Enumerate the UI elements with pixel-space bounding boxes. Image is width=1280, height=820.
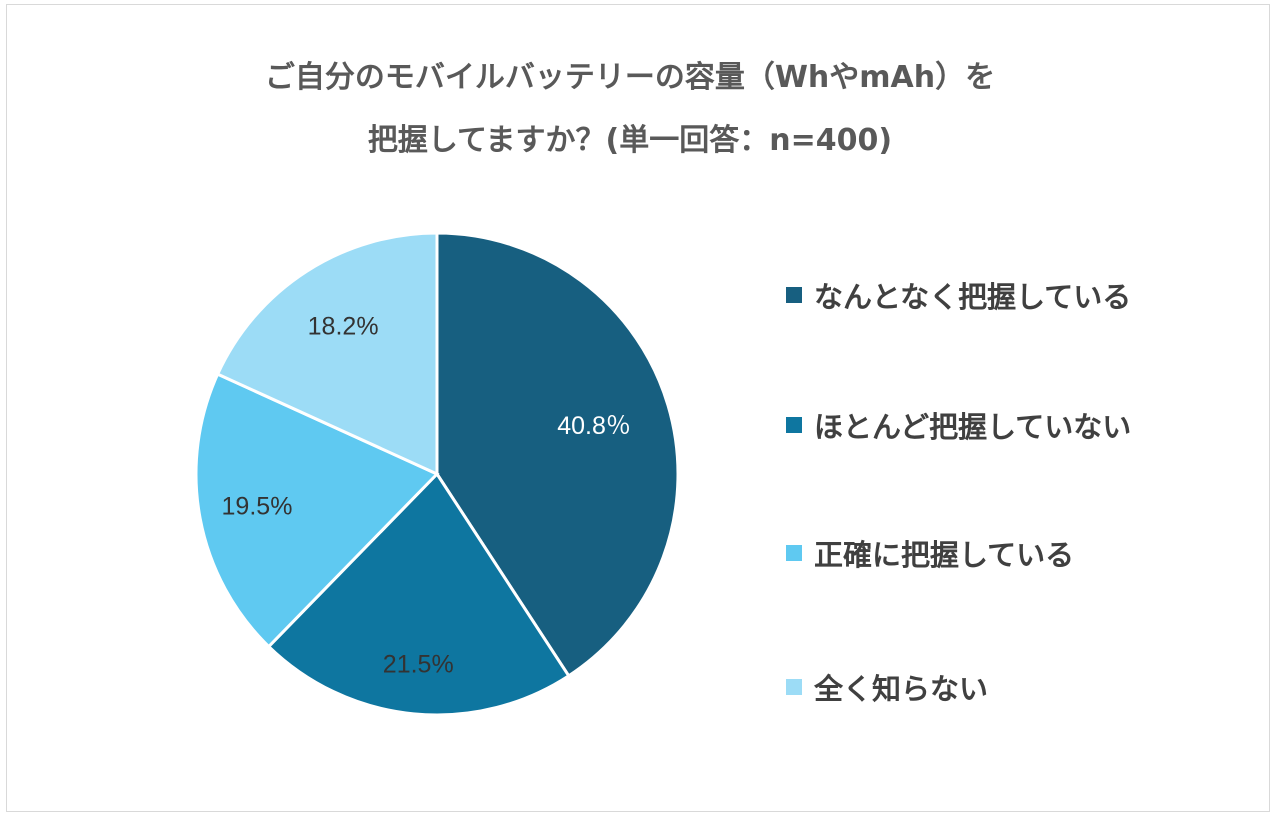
legend-item-4: 全く知らない [786, 666, 988, 708]
legend-label: なんとなく把握している [814, 280, 1132, 314]
chart-title-line-2: 把握してますか？(単一回答：n=400) [367, 123, 893, 158]
pie-slice-2 [266, 471, 571, 717]
chart-title-line-1: ご自分のモバイルバッテリーの容量（WhやmAh）を [264, 60, 996, 95]
legend-swatch [786, 287, 802, 303]
legend-item-3: 正確に把握している [786, 532, 1074, 574]
legend-swatch [786, 545, 802, 561]
legend-swatch [786, 417, 802, 433]
pie-slice-4 [215, 231, 439, 477]
data-label-3: 19.5% [222, 492, 293, 520]
data-label-1: 40.8％ [557, 412, 631, 440]
legend-label: 正確に把握している [814, 538, 1075, 572]
data-label-2: 21.5% [383, 650, 454, 678]
pie-slice-3 [194, 372, 440, 649]
legend-item-1: なんとなく把握している [786, 274, 1131, 316]
data-label-4: 18.2% [308, 313, 379, 341]
legend-label: 全く知らない [814, 672, 989, 706]
legend-swatch [786, 679, 802, 695]
legend-label: ほとんど把握していない [814, 410, 1132, 444]
legend-item-2: ほとんど把握していない [786, 404, 1131, 446]
